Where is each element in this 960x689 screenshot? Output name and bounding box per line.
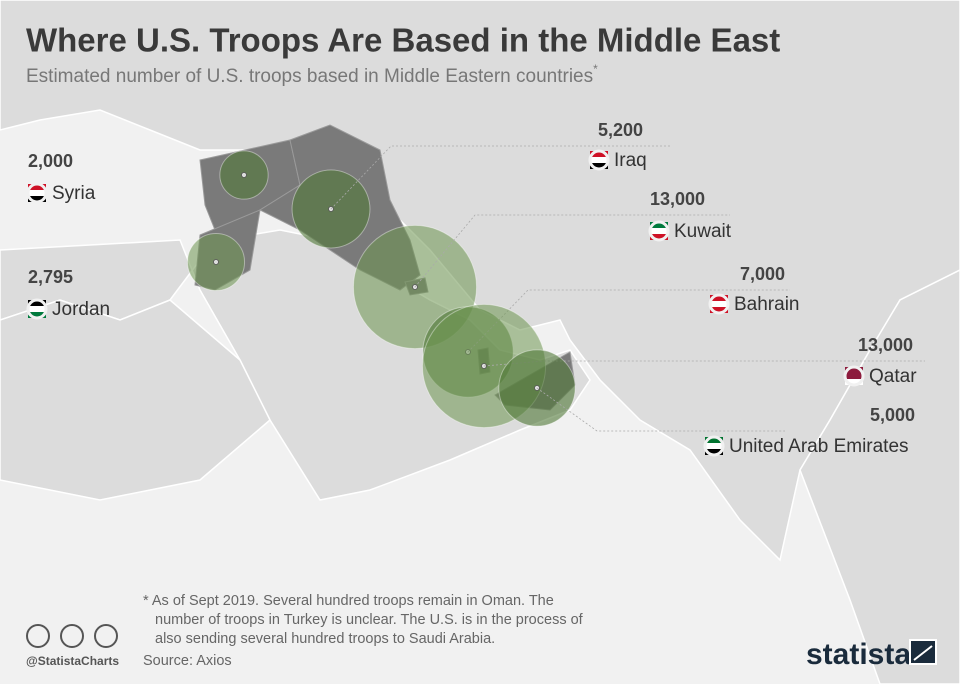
- flag-stripe: [28, 300, 46, 306]
- flag: [843, 365, 865, 387]
- flag-outline: [26, 182, 48, 204]
- country-name: Bahrain: [734, 294, 800, 315]
- flag: [26, 182, 48, 204]
- leader-line: [414, 214, 730, 288]
- troop-count: 2,795: [28, 267, 73, 287]
- flag-stripe: [845, 373, 863, 379]
- country-name: Iraq: [614, 150, 647, 171]
- flag-outline: [708, 293, 730, 315]
- flag-stripe: [650, 228, 668, 234]
- troop-count: 5,000: [870, 405, 915, 425]
- license-icons: [26, 624, 118, 648]
- flag-stripe: [650, 222, 668, 228]
- troop-count: 5,200: [598, 120, 643, 140]
- flag-stripe: [705, 449, 723, 455]
- country-name: United Arab Emirates: [729, 436, 909, 457]
- flag-stripe: [590, 163, 608, 169]
- flag: [26, 298, 48, 320]
- handle: @StatistaCharts: [26, 654, 119, 668]
- leader-line: [330, 145, 670, 210]
- flag: [703, 435, 725, 457]
- flag-stripe: [705, 437, 723, 443]
- flag-stripe: [650, 234, 668, 240]
- flag-stripe: [710, 307, 728, 313]
- flag-outline: [843, 365, 865, 387]
- troop-count: 7,000: [740, 264, 785, 284]
- troop-count: 2,000: [28, 151, 73, 171]
- flag: [648, 220, 670, 242]
- subtitle-mark: *: [593, 62, 598, 76]
- flag-stripe: [590, 157, 608, 163]
- subtitle-text: Estimated number of U.S. troops based in…: [26, 66, 593, 87]
- subtitle: Estimated number of U.S. troops based in…: [26, 62, 598, 87]
- bubble-center: [213, 259, 219, 265]
- flag-outline: [588, 149, 610, 171]
- source: Source: Axios: [143, 653, 232, 669]
- flag-stripe: [590, 151, 608, 157]
- flag: [588, 149, 610, 171]
- footnote: * As of Sept 2019. Several hundred troop…: [143, 593, 584, 647]
- country-name: Qatar: [869, 366, 917, 387]
- footnote-line: * As of Sept 2019. Several hundred troop…: [143, 593, 554, 609]
- flag-stripe: [845, 379, 863, 385]
- brand: statista: [806, 638, 911, 671]
- country-name: Kuwait: [674, 221, 732, 242]
- flag-stripe: [710, 301, 728, 307]
- title: Where U.S. Troops Are Based in the Middl…: [26, 22, 780, 59]
- flag-stripe: [28, 184, 46, 190]
- flag-outline: [648, 220, 670, 242]
- troop-count: 13,000: [650, 189, 705, 209]
- flag-stripe: [845, 367, 863, 373]
- leader-line: [536, 387, 785, 432]
- footnote-line: also sending several hundred troops to S…: [155, 631, 495, 647]
- footnote-line: number of troops in Turkey is unclear. T…: [155, 612, 584, 628]
- flag-stripe: [28, 312, 46, 318]
- flag-stripe: [28, 196, 46, 202]
- bubble-center: [241, 172, 247, 178]
- flag-stripe: [705, 443, 723, 449]
- troop-count: 13,000: [858, 335, 913, 355]
- flag: [708, 293, 730, 315]
- flag-stripe: [28, 306, 46, 312]
- brand-logo: [909, 639, 937, 665]
- country-name: Syria: [52, 183, 96, 204]
- flag-outline: [26, 298, 48, 320]
- country-name: Jordan: [52, 299, 110, 320]
- bubbles: [186, 145, 925, 432]
- flag-stripe: [710, 295, 728, 301]
- labels: 2,000Syria2,795Jordan5,200Iraq13,000Kuwa…: [26, 120, 917, 457]
- flag-outline: [703, 435, 725, 457]
- flag-stripe: [28, 190, 46, 196]
